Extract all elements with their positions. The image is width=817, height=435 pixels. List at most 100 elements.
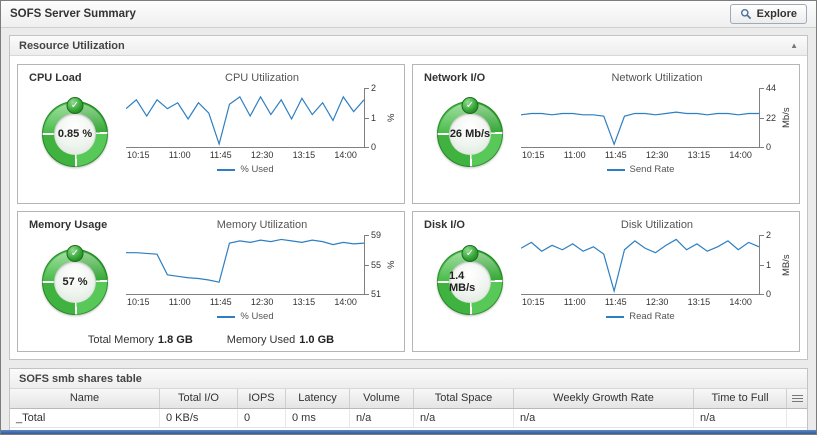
table-cell: 0	[238, 409, 286, 427]
x-tick-label: 10:15	[127, 297, 150, 307]
disk-io-gauge[interactable]: ✓ 1.4 MB/s	[437, 244, 503, 315]
legend-line-icon	[217, 168, 236, 171]
cpu-load-quadrant: CPU Load ✓ 0.85 % CPU Utilization 2	[17, 64, 405, 204]
disk-utilization-chart[interactable]	[521, 235, 760, 295]
x-tick-label: 11:45	[604, 150, 627, 160]
explore-label: Explore	[756, 8, 797, 20]
shares-row-cells: _Total 0 KB/s 0 0 ms n/a n/a n/a n/a	[10, 409, 787, 427]
x-tick-label: 13:15	[292, 150, 316, 160]
page-title: SOFS Server Summary	[10, 8, 136, 20]
x-tick-label: 14:00	[334, 150, 357, 160]
status-ok-icon: ✓	[461, 97, 479, 114]
y-tick-label: 2	[760, 231, 780, 240]
network-chart-title: Network Utilization	[611, 72, 703, 84]
x-tick-label: 10:15	[522, 150, 545, 160]
x-tick-label: 14:00	[334, 297, 357, 307]
y-tick-label: 0	[760, 290, 780, 299]
table-row[interactable]: _Total 0 KB/s 0 0 ms n/a n/a n/a n/a	[10, 409, 807, 428]
x-tick-label: 11:00	[563, 297, 586, 307]
table-cell: 0 KB/s	[160, 409, 238, 427]
cpu-chart-yaxis: 2 1 0	[365, 84, 385, 152]
cpu-chart-title: CPU Utilization	[225, 72, 299, 84]
shares-header-cells: Name Total I/O IOPS Latency Volume Total Spac…	[10, 389, 787, 408]
x-tick-label: 14:00	[729, 297, 752, 307]
memory-used: Memory Used 1.0 GB	[226, 334, 335, 346]
y-tick-label: 22	[760, 113, 780, 123]
memory-usage-quadrant: Memory Usage ✓ 57 % Memory Utilization	[17, 211, 405, 352]
y-tick-label: 1	[365, 113, 385, 123]
disk-legend-label: Read Rate	[629, 311, 675, 322]
network-legend-label: Send Rate	[629, 164, 675, 175]
column-header-iops[interactable]: IOPS	[238, 389, 286, 408]
column-header-volume[interactable]: Volume	[350, 389, 414, 408]
disk-io-label: Disk I/O	[424, 219, 465, 231]
column-header-name[interactable]: Name	[10, 389, 160, 408]
column-header-total-space[interactable]: Total Space	[414, 389, 514, 408]
memory-chart-yaxis: 59 55 51	[365, 231, 385, 299]
disk-io-quadrant: Disk I/O ✓ 1.4 MB/s Disk Utilization	[412, 211, 800, 352]
x-tick-label: 12:30	[250, 150, 274, 160]
table-cell: _Total	[10, 409, 160, 427]
smb-shares-panel-header: SOFS smb shares table	[10, 369, 807, 389]
cpu-chart-yunit: %	[386, 113, 397, 123]
cpu-chart-legend: % Used	[126, 164, 365, 175]
memory-usage-label: Memory Usage	[29, 219, 108, 231]
status-ok-icon: ✓	[66, 244, 84, 262]
shares-table-header-row: Name Total I/O IOPS Latency Volume Total Spac…	[10, 389, 807, 409]
disk-chart-yunit: MB/s	[781, 254, 792, 276]
memory-chart-xaxis: 10:15 11:00 11:45 12:30 13:15 14:00	[126, 295, 365, 307]
memory-gauge-value: 57 %	[54, 260, 96, 303]
cpu-load-gauge[interactable]: ✓ 0.85 %	[42, 97, 108, 167]
disk-chart-title: Disk Utilization	[620, 219, 694, 231]
x-tick-label: 11:00	[168, 297, 191, 307]
cpu-chart-xaxis: 10:15 11:00 11:45 12:30 13:15 14:00	[126, 148, 365, 160]
column-header-total-i-o[interactable]: Total I/O	[160, 389, 238, 408]
x-tick-label: 13:15	[687, 297, 711, 307]
legend-line-icon	[606, 168, 625, 171]
network-gauge-value: 26 Mb/s	[449, 113, 491, 155]
cpu-load-label: CPU Load	[29, 72, 82, 84]
legend-line-icon	[217, 315, 236, 318]
legend-line-icon	[606, 315, 625, 318]
network-chart-legend: Send Rate	[521, 164, 760, 175]
memory-chart-yunit: %	[386, 260, 397, 270]
explore-icon	[740, 8, 752, 20]
network-chart-yunit: Mb/s	[781, 107, 792, 129]
disk-chart-yaxis: 2 1 0	[760, 231, 780, 299]
column-header-weekly-growth-rate[interactable]: Weekly Growth Rate	[514, 389, 694, 408]
x-tick-label: 11:00	[168, 150, 191, 160]
y-tick-label: 2	[365, 84, 385, 93]
y-tick-label: 0	[365, 143, 385, 152]
memory-chart-legend: % Used	[126, 311, 365, 322]
x-tick-label: 12:30	[250, 297, 274, 307]
table-cell: 0 ms	[286, 409, 350, 427]
y-tick-label: 51	[365, 290, 385, 299]
y-tick-label: 0	[760, 143, 780, 152]
network-utilization-chart[interactable]	[521, 88, 760, 148]
cpu-gauge-value: 0.85 %	[54, 113, 96, 155]
memory-usage-gauge[interactable]: ✓ 57 %	[42, 244, 108, 315]
smb-shares-panel: SOFS smb shares table Name Total I/O IOPS L…	[9, 368, 808, 432]
status-ok-icon: ✓	[66, 97, 84, 114]
column-header-latency[interactable]: Latency	[286, 389, 350, 408]
explore-button[interactable]: Explore	[729, 4, 807, 24]
quadrant-grid: CPU Load ✓ 0.85 % CPU Utilization 2	[10, 57, 807, 359]
column-header-time-to-full[interactable]: Time to Full	[694, 389, 787, 408]
disk-chart-legend: Read Rate	[521, 311, 760, 322]
y-tick-label: 59	[365, 231, 385, 240]
x-tick-label: 10:15	[522, 297, 545, 307]
memory-utilization-chart[interactable]	[126, 235, 365, 295]
table-settings-icon[interactable]	[787, 389, 807, 408]
network-io-gauge[interactable]: ✓ 26 Mb/s	[437, 97, 503, 167]
resource-utilization-panel: Resource Utilization ▲ CPU Load ✓ 0.85 %	[9, 35, 808, 360]
x-tick-label: 12:30	[645, 150, 669, 160]
memory-chart-title: Memory Utilization	[216, 219, 308, 231]
cpu-legend-label: % Used	[240, 164, 274, 175]
network-io-label: Network I/O	[424, 72, 486, 84]
cpu-utilization-chart[interactable]	[126, 88, 365, 148]
collapse-icon[interactable]: ▲	[790, 40, 798, 50]
table-cell: n/a	[694, 409, 787, 427]
memory-legend-label: % Used	[240, 311, 274, 322]
memory-footer: Total Memory 1.8 GB Memory Used 1.0 GB	[18, 334, 404, 346]
